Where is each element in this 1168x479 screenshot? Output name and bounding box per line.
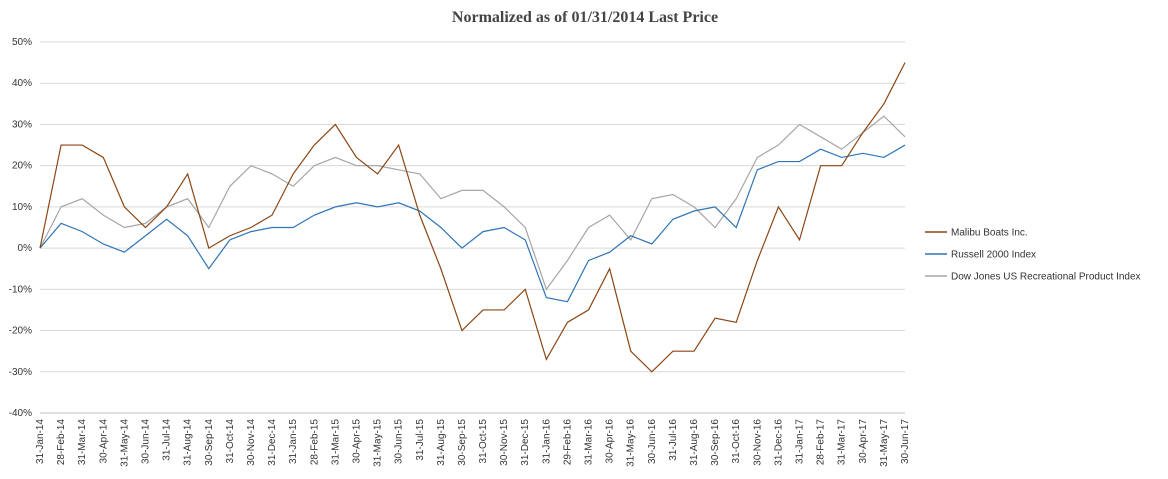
y-tick-label: 50% (12, 37, 32, 48)
x-tick-label: 31-Mar-16 (584, 419, 595, 466)
x-tick-label: 31-Aug-15 (436, 419, 447, 466)
x-tick-label: 30-Sep-14 (204, 419, 215, 466)
x-tick-label: 30-Apr-17 (858, 419, 869, 464)
x-tick-label: 30-Nov-14 (246, 419, 257, 466)
legend-label: Russell 2000 Index (951, 250, 1036, 261)
x-tick-label: 31-Jan-14 (35, 419, 46, 464)
series-line (39, 144, 906, 303)
x-tick-label: 31-Dec-16 (773, 419, 784, 466)
x-tick-label: 28-Feb-14 (56, 419, 67, 466)
y-tick-label: -10% (9, 284, 32, 295)
y-tick-label: 10% (12, 202, 32, 213)
y-tick-label: -20% (9, 326, 32, 337)
x-tick-label: 31-Oct-16 (731, 419, 742, 464)
x-tick-label: 30-Apr-14 (98, 419, 109, 464)
x-tick-label: 30-Sep-15 (457, 419, 468, 466)
x-tick-label: 31-Jul-15 (415, 419, 426, 461)
legend-label: Malibu Boats Inc. (951, 228, 1028, 239)
x-tick-label: 31-Aug-14 (183, 419, 194, 466)
chart-title: Normalized as of 01/31/2014 Last Price (452, 9, 718, 26)
legend-label: Dow Jones US Recreational Product Index (951, 272, 1141, 283)
x-tick-label: 31-Oct-15 (478, 419, 489, 464)
y-tick-label: -40% (9, 408, 32, 419)
x-tick-label: 30-Nov-16 (752, 419, 763, 466)
x-tick-label: 31-Jan-15 (288, 419, 299, 464)
y-tick-label: 40% (12, 78, 32, 89)
x-tick-label: 31-Jan-16 (541, 419, 552, 464)
x-tick-label: 29-Feb-16 (562, 419, 573, 466)
x-tick-label: 30-Apr-16 (605, 419, 616, 464)
series-line (39, 115, 906, 291)
y-tick-label: 0% (18, 243, 33, 254)
x-tick-label: 31-Jul-14 (162, 419, 173, 461)
x-tick-label: 31-Jan-17 (795, 419, 806, 464)
x-tick-label: 31-May-15 (373, 419, 384, 467)
x-tick-label: 31-May-14 (119, 419, 130, 467)
x-tick-label: 30-Jun-17 (900, 419, 911, 464)
x-tick-label: 31-Dec-14 (267, 419, 278, 466)
y-tick-label: 20% (12, 161, 32, 172)
x-tick-label: 30-Sep-16 (710, 419, 721, 466)
x-tick-label: 31-Mar-15 (330, 419, 341, 466)
x-tick-label: 31-May-16 (626, 419, 637, 467)
series-line (39, 62, 906, 373)
x-tick-label: 30-Apr-15 (351, 419, 362, 464)
x-tick-label: 31-Dec-15 (520, 419, 531, 466)
x-tick-label: 28-Feb-17 (816, 419, 827, 466)
x-tick-label: 31-Oct-14 (225, 419, 236, 464)
x-tick-label: 28-Feb-15 (309, 419, 320, 466)
x-tick-label: 30-Nov-15 (499, 419, 510, 466)
x-tick-label: 31-Jul-16 (668, 419, 679, 461)
x-tick-label: 30-Jun-15 (394, 419, 405, 464)
x-tick-label: 31-Mar-14 (77, 419, 88, 466)
x-tick-label: 31-Aug-16 (689, 419, 700, 466)
x-tick-label: 30-Jun-16 (647, 419, 658, 464)
x-tick-label: 31-Mar-17 (837, 419, 848, 466)
y-tick-label: -30% (9, 367, 32, 378)
x-tick-label: 31-May-17 (879, 419, 890, 467)
y-tick-label: 30% (12, 119, 32, 130)
x-tick-label: 30-Jun-14 (140, 419, 151, 464)
